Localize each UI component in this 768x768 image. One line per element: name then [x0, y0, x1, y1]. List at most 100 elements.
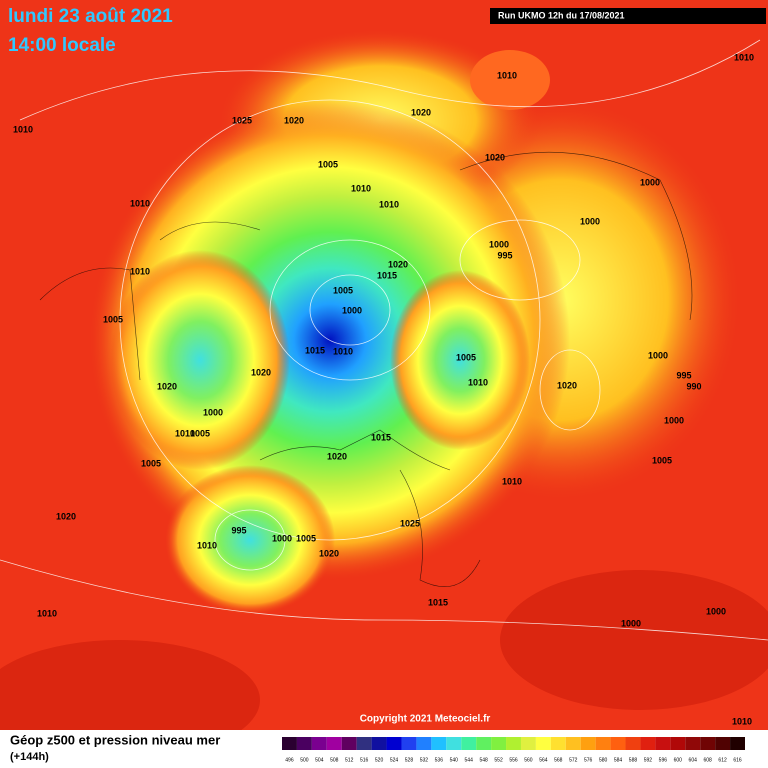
pressure-label: 1000: [664, 415, 684, 425]
pressure-label: 1015: [305, 345, 325, 355]
pressure-label: 1010: [732, 716, 752, 726]
scale-swatch: [326, 737, 342, 750]
scale-label: 520: [375, 757, 384, 763]
pressure-label: 1015: [377, 270, 397, 280]
scale-label: 580: [599, 757, 608, 763]
pressure-label: 1000: [272, 533, 292, 543]
scale-label: 568: [554, 757, 563, 763]
pressure-label: 1010: [130, 266, 150, 276]
scale-label: 560: [524, 757, 533, 763]
scale-label: 524: [390, 757, 399, 763]
scale-swatch: [431, 737, 447, 750]
scale-swatch: [535, 737, 551, 750]
scale-label: 504: [315, 757, 324, 763]
scale-label: 596: [659, 757, 668, 763]
title-date: lundi 23 août 2021: [8, 6, 173, 27]
scale-swatch: [700, 737, 716, 750]
pressure-label: 1020: [485, 152, 505, 162]
pressure-label: 1005: [141, 458, 161, 468]
pressure-label: 1010: [351, 183, 371, 193]
scale-swatch: [685, 737, 701, 750]
scale-swatch: [371, 737, 387, 750]
scale-swatch: [491, 737, 507, 750]
pressure-label: 1010: [379, 199, 399, 209]
pressure-label: 1010: [197, 540, 217, 550]
pressure-label: 1015: [428, 597, 448, 607]
legend-subtitle: (+144h): [10, 751, 49, 763]
color-scale: 496 500 504 508 512 516 520 524 528 532 536 540 544 5…: [282, 737, 745, 763]
pressure-label: 1025: [400, 518, 420, 528]
scale-label: 512: [345, 757, 354, 763]
pressure-label: 1010: [130, 198, 150, 208]
pressure-label: 1010: [37, 608, 57, 618]
scale-swatch: [461, 737, 477, 750]
pressure-label: 1000: [706, 606, 726, 616]
pressure-label: 1020: [251, 367, 271, 377]
scale-swatch: [550, 737, 566, 750]
scale-label: 532: [420, 757, 429, 763]
title-time: 14:00 locale: [8, 35, 116, 56]
scale-label: 608: [703, 757, 712, 763]
scale-label: 516: [360, 757, 369, 763]
pressure-label: 995: [231, 525, 246, 535]
scale-label: 592: [644, 757, 653, 763]
pressure-label: 990: [686, 381, 701, 391]
scale-label: 604: [689, 757, 698, 763]
scale-swatch: [341, 737, 357, 750]
scale-label: 548: [479, 757, 488, 763]
scale-swatch: [610, 737, 626, 750]
pressure-label: 1010: [333, 346, 353, 356]
scale-label: 496: [285, 757, 294, 763]
scale-label: 600: [674, 757, 683, 763]
pressure-label: 1000: [621, 618, 641, 628]
pressure-label: 995: [676, 370, 691, 380]
scale-label: 556: [509, 757, 518, 763]
pressure-label: 1020: [284, 115, 304, 125]
pressure-label: 1000: [489, 239, 509, 249]
pressure-label: 1005: [333, 285, 353, 295]
scale-swatch: [311, 737, 327, 750]
scale-label: 552: [494, 757, 503, 763]
scale-swatch: [416, 737, 432, 750]
pressure-label: 1010: [734, 52, 754, 62]
scale-swatch: [580, 737, 596, 750]
pressure-label: 1010: [13, 124, 33, 134]
scale-swatch: [386, 737, 402, 750]
pressure-label: 1000: [342, 305, 362, 315]
scale-label: 500: [300, 757, 309, 763]
pressure-label: 1005: [318, 159, 338, 169]
pressure-label: 1005: [103, 314, 123, 324]
scale-swatch: [730, 737, 745, 750]
pressure-label: 995: [497, 250, 512, 260]
pressure-label: 1010: [468, 377, 488, 387]
pressure-label: 1020: [388, 259, 408, 269]
pressure-label: 1000: [203, 407, 223, 417]
scale-swatch: [356, 737, 372, 750]
scale-swatch: [520, 737, 536, 750]
scale-label: 572: [569, 757, 578, 763]
scale-label: 564: [539, 757, 548, 763]
scale-label: 528: [405, 757, 414, 763]
scale-label: 612: [718, 757, 727, 763]
scale-swatch: [296, 737, 312, 750]
scale-swatch: [670, 737, 686, 750]
scale-swatch: [715, 737, 731, 750]
pressure-label: 1000: [648, 350, 668, 360]
legend-title: Géop z500 et pression niveau mer: [10, 732, 220, 747]
pressure-label: 1020: [557, 380, 577, 390]
pressure-label: 1005: [296, 533, 316, 543]
pressure-label: 1020: [319, 548, 339, 558]
pressure-label: 1020: [327, 451, 347, 461]
scale-swatch: [401, 737, 417, 750]
pressure-label: 1000: [640, 177, 660, 187]
scale-swatch: [476, 737, 492, 750]
pressure-label: 1025: [232, 115, 252, 125]
pressure-label: 1015: [371, 432, 391, 442]
scale-label: 588: [629, 757, 638, 763]
pressure-label: 1020: [157, 381, 177, 391]
scale-swatch: [625, 737, 641, 750]
pressure-label: 1020: [56, 511, 76, 521]
